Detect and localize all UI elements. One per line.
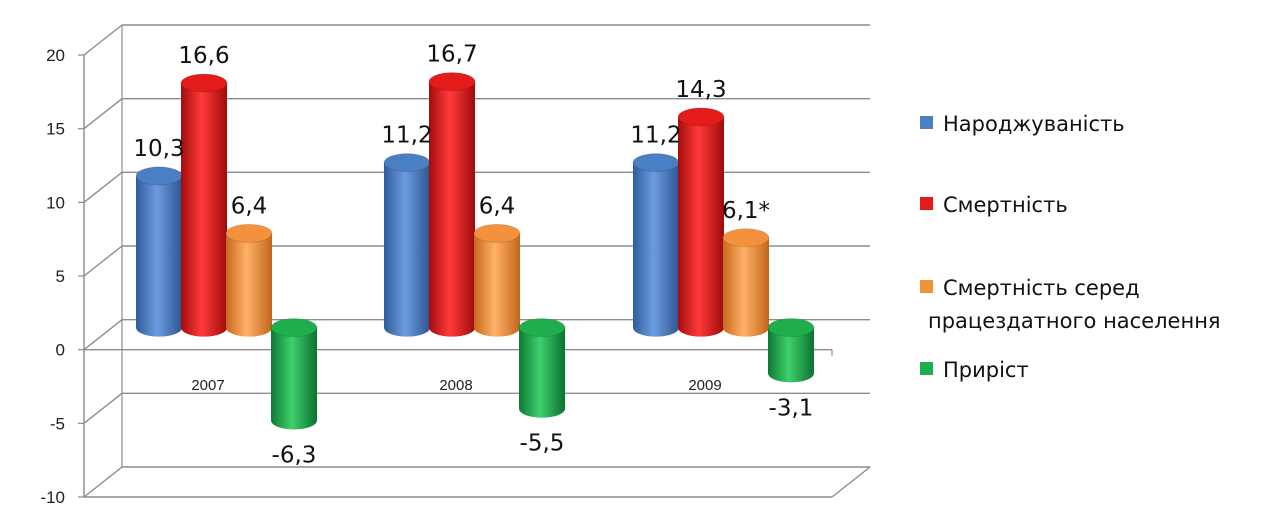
y-tick-label: 15 (46, 120, 65, 139)
gridline-side (83, 171, 123, 203)
bar-cap (473, 223, 521, 243)
bar (473, 223, 521, 337)
bar-body (633, 162, 679, 337)
data-label: 6,1* (722, 198, 770, 224)
bar-body (429, 81, 475, 337)
bar (767, 318, 815, 383)
data-label: 10,3 (133, 136, 184, 162)
legend-label: Смертність (943, 193, 1068, 217)
data-label: 14,3 (675, 77, 726, 103)
data-label: -5,5 (520, 431, 565, 457)
bar-body (271, 327, 317, 430)
y-tick-label: 5 (56, 267, 65, 286)
category-label: 2007 (191, 377, 224, 394)
bars (135, 72, 815, 430)
bar (180, 73, 228, 337)
data-label: 6,4 (479, 193, 516, 219)
legend: Народжуваність Смертність Смертність серед… (920, 112, 1221, 382)
data-label: -3,1 (769, 395, 814, 421)
bar-body (474, 233, 520, 337)
bar (270, 318, 318, 430)
data-label: 16,6 (178, 43, 229, 69)
legend-swatch (920, 197, 933, 210)
data-label: 11,2 (381, 123, 432, 149)
y-tick-label: 0 (56, 341, 65, 360)
bar-cap (722, 228, 770, 248)
bar-cap (767, 318, 815, 338)
legend-label: Смертність серед (943, 276, 1140, 300)
legend-label: Народжуваність (943, 112, 1125, 136)
bar (225, 223, 273, 337)
legend-swatch (920, 362, 933, 375)
data-labels: 10,3 16,6 6,4 -6,3 11,2 16,7 6,4 -5,5 11,2 14,3 6,… (133, 42, 813, 469)
data-label: 16,7 (426, 42, 477, 68)
data-label: 6,4 (231, 193, 268, 219)
floor-right-edge (831, 466, 871, 498)
bar-body (136, 175, 182, 337)
bar (518, 318, 566, 418)
gridline-side (83, 245, 123, 277)
legend-swatch (920, 280, 933, 293)
gridline-side (83, 98, 123, 130)
y-tick-label: 10 (46, 193, 65, 212)
bar (677, 107, 725, 337)
bar-cap (383, 153, 431, 173)
bar (722, 228, 770, 337)
bar-cap (180, 73, 228, 93)
legend-swatch (920, 116, 933, 129)
data-label: -6,3 (272, 442, 317, 468)
gridline-side (83, 319, 123, 351)
bar-cap (135, 166, 183, 186)
bar-cap (518, 318, 566, 338)
y-tick-label: 20 (46, 46, 65, 65)
gridline-side (83, 392, 123, 424)
bar (383, 153, 431, 337)
bar-cap (225, 223, 273, 243)
bar-body (678, 116, 724, 337)
data-label: 11,2 (630, 123, 681, 149)
bar-body (519, 327, 565, 418)
category-label: 2008 (439, 377, 472, 394)
bar-body (768, 327, 814, 383)
legend-label: працездатного населення (928, 309, 1221, 333)
y-axis-ticks: 20 15 10 5 0 -5 -10 (40, 46, 84, 507)
y-tick-label: -5 (50, 414, 65, 433)
bar-body (384, 162, 430, 337)
gridline-side (83, 466, 123, 498)
y-tick-label: -10 (40, 488, 65, 507)
bar-body (181, 83, 227, 337)
category-label: 2009 (688, 377, 721, 394)
bar (428, 72, 476, 337)
bar-cap (428, 72, 476, 92)
bar-cap (632, 153, 680, 173)
bar-cap (677, 107, 725, 127)
bar-body (226, 233, 272, 337)
bar (135, 166, 183, 337)
legend-label: Приріст (943, 358, 1029, 382)
bar-cap (270, 318, 318, 338)
category-labels: 2007 2008 2009 (191, 377, 721, 394)
gridline-side (83, 24, 123, 56)
bar (632, 153, 680, 337)
bar-body (723, 237, 769, 337)
